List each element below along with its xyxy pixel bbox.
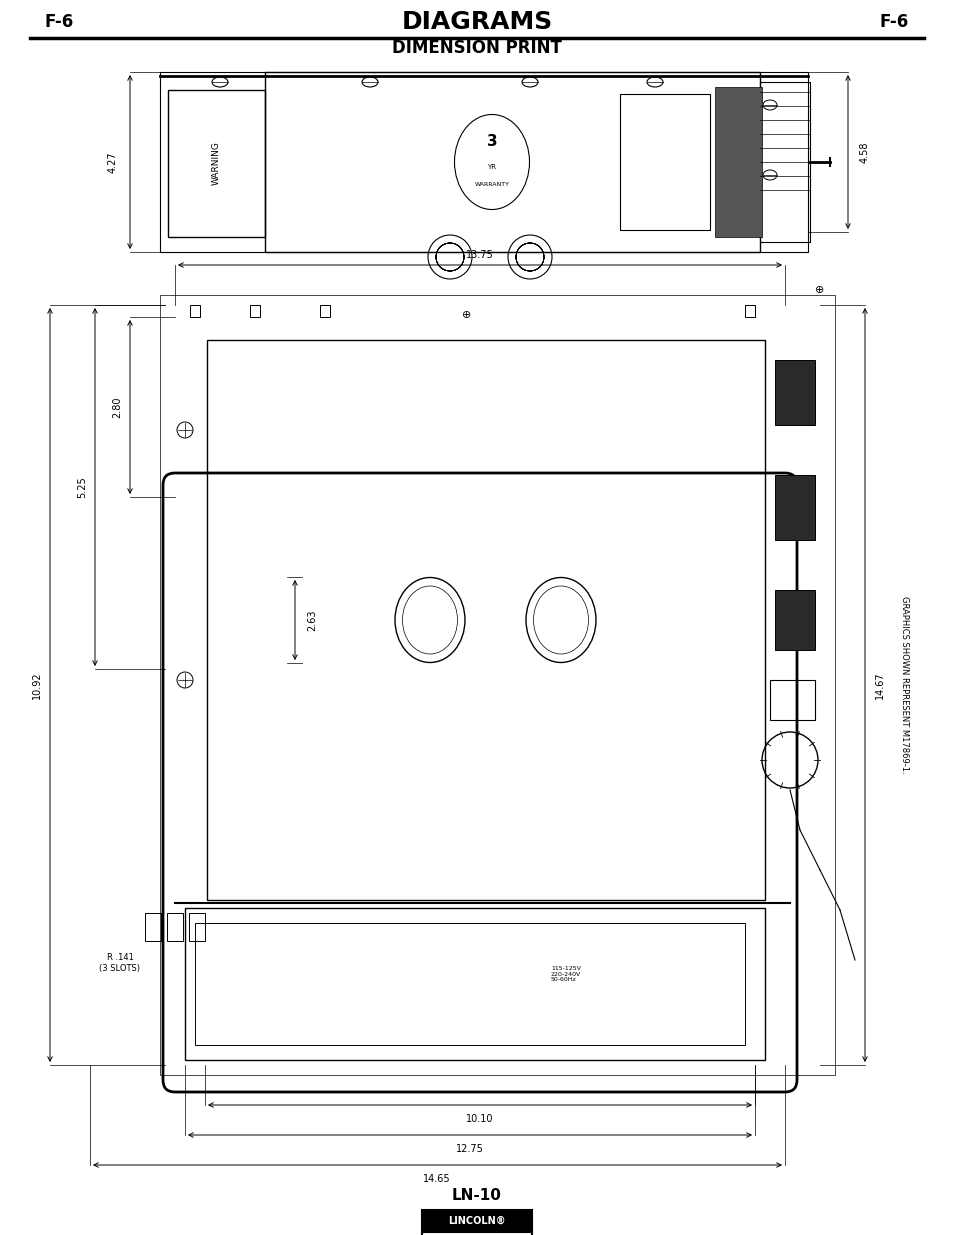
Text: LINCOLN®: LINCOLN® (448, 1216, 505, 1226)
Bar (189, 913, 205, 941)
Text: WARRANTY: WARRANTY (474, 182, 509, 186)
Bar (160, 295, 834, 1074)
Text: YR: YR (487, 164, 496, 170)
Bar (167, 913, 183, 941)
Bar (421, 1210, 532, 1233)
Text: ⊕: ⊕ (815, 285, 823, 295)
Text: F-6: F-6 (879, 14, 908, 31)
Text: 2.80: 2.80 (112, 396, 122, 417)
Bar (190, 305, 200, 317)
Text: 14.65: 14.65 (423, 1174, 451, 1184)
Bar (774, 359, 814, 425)
Text: 12.75: 12.75 (456, 1144, 483, 1153)
Text: 13.75: 13.75 (466, 249, 494, 261)
Bar (250, 305, 260, 317)
Text: 3: 3 (486, 135, 497, 149)
Text: 10.10: 10.10 (466, 1114, 494, 1124)
Bar (619, 94, 709, 230)
Text: 2.63: 2.63 (307, 609, 316, 631)
Bar (160, 72, 807, 252)
Bar (194, 923, 744, 1045)
Bar (744, 305, 754, 317)
Bar (774, 475, 814, 540)
Text: WARNING: WARNING (212, 141, 220, 185)
Bar (168, 90, 265, 237)
Text: DIAGRAMS: DIAGRAMS (401, 10, 552, 35)
Text: R .141
(3 SLOTS): R .141 (3 SLOTS) (99, 953, 140, 973)
Bar (207, 340, 764, 900)
Text: F-6: F-6 (45, 14, 74, 31)
Text: 5.25: 5.25 (77, 477, 87, 498)
Bar (774, 590, 814, 650)
Bar (319, 305, 330, 317)
Text: 10.92: 10.92 (32, 671, 42, 699)
Text: LN-10: LN-10 (452, 1188, 501, 1203)
Text: 4.58: 4.58 (859, 141, 869, 163)
Bar (714, 86, 761, 237)
Text: 4.27: 4.27 (108, 151, 118, 173)
Bar (421, 1233, 532, 1235)
Text: GRAPHICS SHOWN REPRESENT M17869-1.: GRAPHICS SHOWN REPRESENT M17869-1. (900, 597, 908, 774)
Bar (265, 72, 760, 252)
Bar (185, 908, 764, 1060)
Text: 14.67: 14.67 (874, 671, 884, 699)
Text: DIMENSION PRINT: DIMENSION PRINT (392, 40, 561, 57)
Bar (769, 680, 814, 720)
Bar (145, 913, 161, 941)
Text: ⊕: ⊕ (462, 310, 471, 320)
Bar (760, 82, 809, 242)
Text: 115-125V
220-240V
50-60Hz: 115-125V 220-240V 50-60Hz (551, 966, 580, 982)
